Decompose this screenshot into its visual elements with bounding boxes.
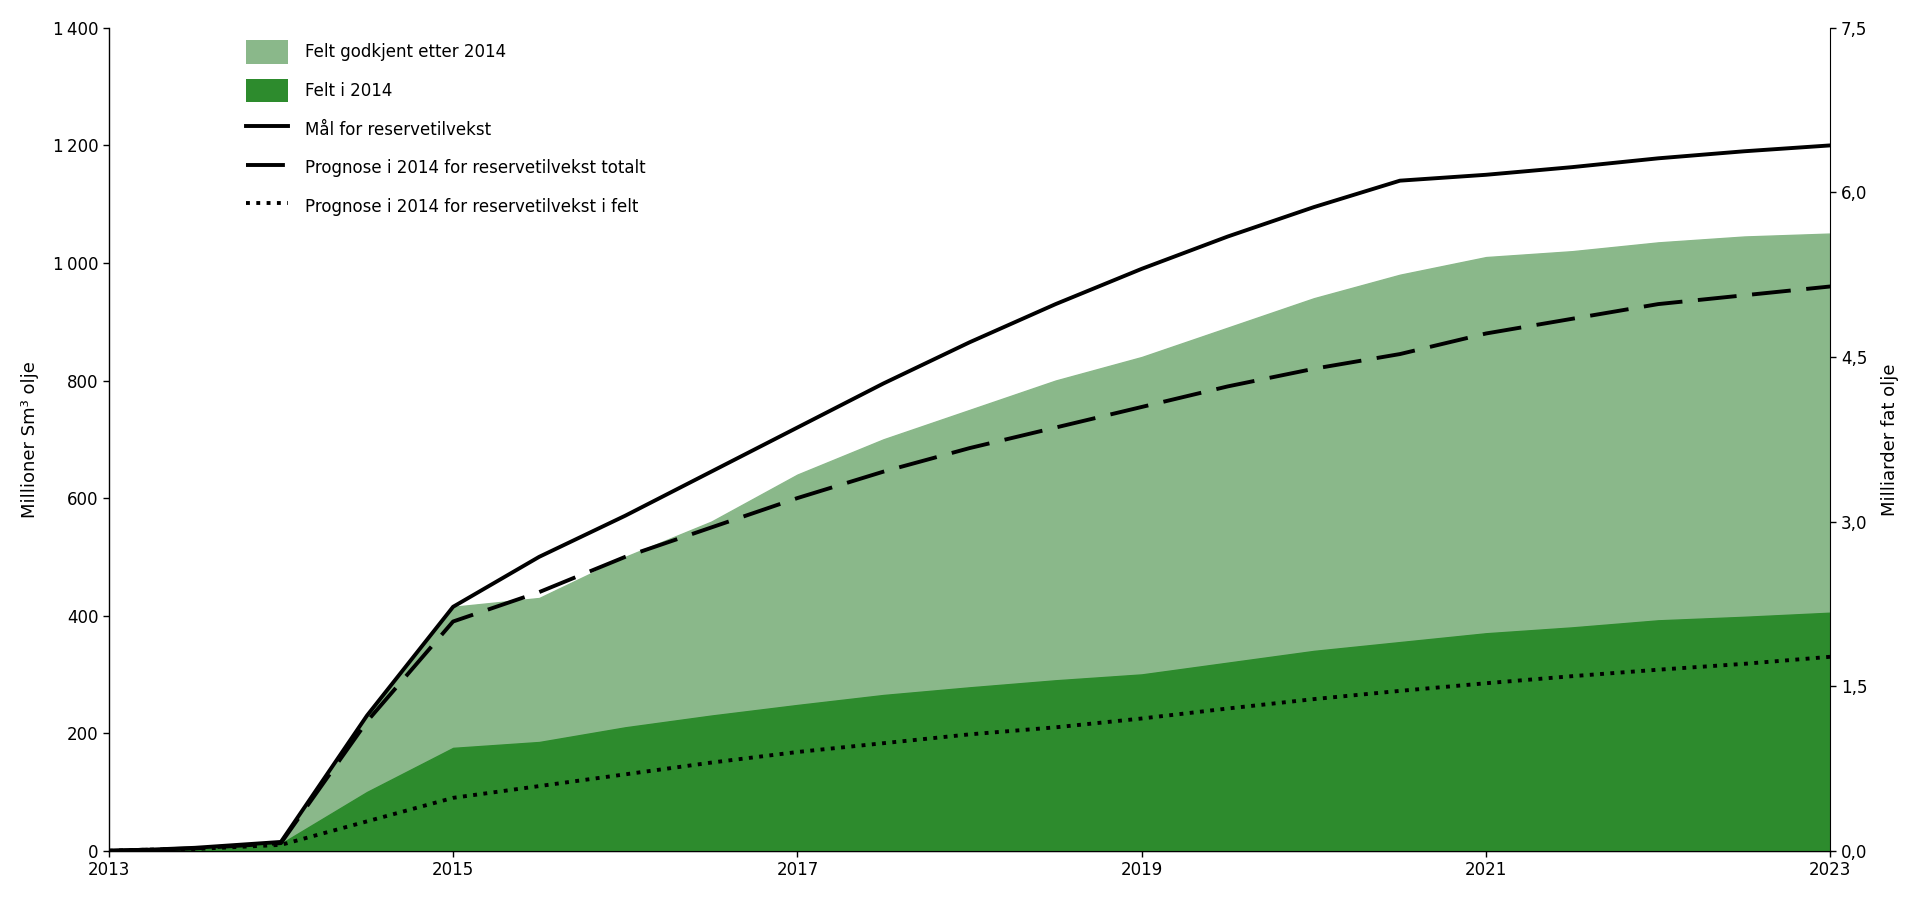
Y-axis label: Millioner Sm³ olje: Millioner Sm³ olje [21,361,38,518]
Y-axis label: Milliarder fat olje: Milliarder fat olje [1882,363,1899,516]
Legend: Felt godkjent etter 2014, Felt i 2014, Mål for reservetilvekst, Prognose i 2014 : Felt godkjent etter 2014, Felt i 2014, M… [246,40,645,218]
